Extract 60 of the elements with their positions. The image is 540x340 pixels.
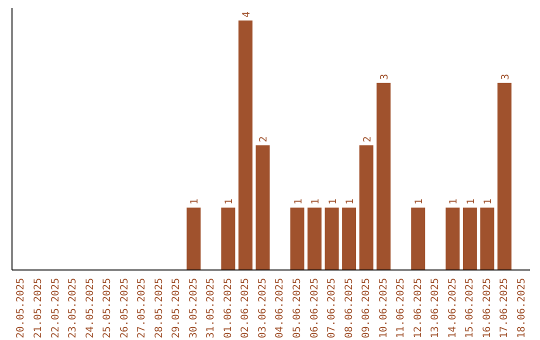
- bar: [411, 208, 426, 270]
- x-tick-label: 18.06.2025: [516, 278, 528, 338]
- x-tick-label: 20.05.2025: [16, 278, 27, 338]
- bar: [186, 208, 201, 270]
- data-label: 1: [466, 198, 477, 205]
- x-tick-label: 16.06.2025: [482, 278, 493, 338]
- bar: [308, 208, 322, 270]
- data-label: 1: [293, 198, 304, 205]
- data-label: 1: [414, 198, 426, 205]
- data-label: 2: [362, 136, 374, 142]
- data-label: 3: [500, 74, 512, 80]
- x-tick-label: 27.05.2025: [136, 278, 148, 338]
- x-tick-label: 07.06.2025: [326, 278, 338, 338]
- x-tick-label: 26.05.2025: [119, 278, 130, 338]
- bar: [324, 208, 339, 270]
- bar: [342, 208, 356, 270]
- x-tick-label: 06.06.2025: [309, 278, 320, 338]
- bar: [256, 145, 270, 270]
- data-label: 1: [345, 198, 356, 205]
- data-label: 4: [241, 11, 252, 18]
- x-tick-label: 29.05.2025: [171, 278, 182, 338]
- bar: [359, 145, 374, 270]
- x-tick-label: 15.06.2025: [464, 278, 476, 338]
- bar: [376, 82, 391, 270]
- data-label: 1: [310, 198, 322, 205]
- x-tick-label: 30.05.2025: [188, 278, 200, 338]
- bar: [290, 208, 304, 270]
- x-tick-label: 04.06.2025: [274, 278, 286, 338]
- bar: [446, 208, 460, 270]
- x-tick-label: 02.06.2025: [240, 278, 252, 338]
- x-tick-label: 11.06.2025: [396, 278, 407, 338]
- bar: [462, 208, 477, 270]
- data-label: 2: [258, 136, 270, 142]
- data-label: 1: [448, 198, 460, 205]
- x-tick-label: 12.06.2025: [412, 278, 424, 338]
- data-label: 3: [380, 74, 391, 80]
- x-tick-label: 10.06.2025: [378, 278, 390, 338]
- data-label: 1: [224, 198, 236, 205]
- data-label: 1: [190, 198, 201, 205]
- x-tick-label: 13.06.2025: [430, 278, 442, 338]
- x-tick-label: 03.06.2025: [257, 278, 268, 338]
- x-tick-label: 17.06.2025: [499, 278, 510, 338]
- x-tick-label: 21.05.2025: [33, 278, 44, 338]
- x-tick-label: 25.05.2025: [102, 278, 114, 338]
- bar: [238, 20, 252, 270]
- x-tick-label: 24.05.2025: [84, 278, 96, 338]
- x-tick-label: 01.06.2025: [222, 278, 234, 338]
- bar: [221, 208, 236, 270]
- x-tick-label: 14.06.2025: [447, 278, 458, 338]
- x-tick-label: 09.06.2025: [361, 278, 372, 338]
- x-tick-label: 05.06.2025: [292, 278, 303, 338]
- x-tick-label: 28.05.2025: [154, 278, 165, 338]
- data-label: 1: [328, 198, 339, 205]
- x-tick-label: 31.05.2025: [206, 278, 217, 338]
- data-label: 1: [483, 198, 494, 205]
- bar: [480, 208, 494, 270]
- x-tick-label: 22.05.2025: [50, 278, 62, 338]
- x-tick-label: 08.06.2025: [344, 278, 355, 338]
- bar: [497, 82, 512, 270]
- x-tick-label: 23.05.2025: [68, 278, 79, 338]
